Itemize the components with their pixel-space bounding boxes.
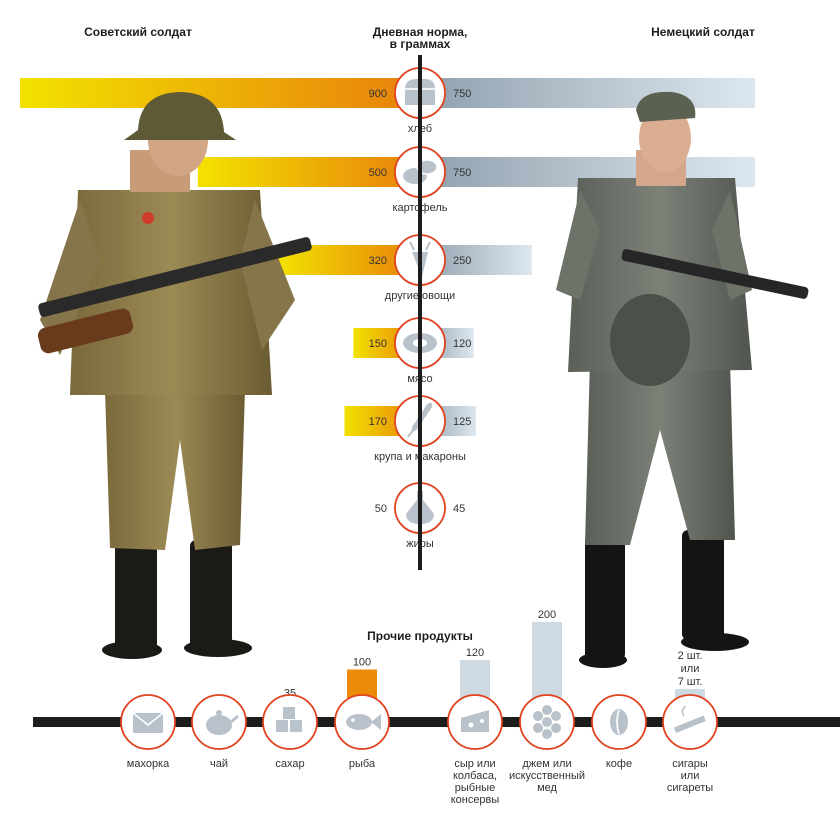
german-value-label: 45 xyxy=(453,503,465,515)
german-value-label: 250 xyxy=(453,255,471,267)
soviet-value-label: 150 xyxy=(369,338,387,350)
other-product-value: 2 шт. xyxy=(678,650,703,662)
other-products: 20махорка1чай35сахар100рыба120сыр иликол… xyxy=(120,609,718,806)
sugar-cubes-icon xyxy=(276,707,302,732)
product-label: джем или xyxy=(522,758,571,770)
product-label: махорка xyxy=(127,758,170,770)
product-label: мед xyxy=(537,782,557,794)
other-product-value: 7 шт. xyxy=(678,676,703,688)
daily-norm-heading: Дневная норма, xyxy=(373,25,468,39)
product-label: сигары xyxy=(672,758,708,770)
soviet-soldier-illustration xyxy=(37,92,312,659)
german-value-label: 750 xyxy=(453,167,471,179)
german-bar xyxy=(420,78,755,108)
product-label: или xyxy=(681,770,700,782)
soviet-value-label: 320 xyxy=(369,255,387,267)
soviet-value-label: 500 xyxy=(369,167,387,179)
product-label: сигареты xyxy=(667,782,713,794)
cheese-icon xyxy=(461,710,489,732)
cigarette-icon xyxy=(673,705,706,734)
soviet-value-label: 50 xyxy=(375,503,387,515)
german-value-label: 750 xyxy=(453,88,471,100)
coffee-bean-icon xyxy=(610,709,628,735)
product-label: искусственный xyxy=(509,770,585,782)
teapot-icon xyxy=(206,710,239,735)
other-products-timeline xyxy=(33,717,840,727)
tobacco-pouch-icon xyxy=(132,712,164,733)
soviet-bar xyxy=(20,78,420,108)
product-label: колбаса, xyxy=(453,770,497,782)
daily-norm-unit-heading: в граммах xyxy=(390,37,451,51)
product-label: рыбные xyxy=(455,782,495,794)
german-soldier-heading: Немецкий солдат xyxy=(651,25,755,39)
other-product-value: 120 xyxy=(466,647,484,659)
other-product-value: или xyxy=(681,663,700,675)
product-label: кофе xyxy=(606,758,632,770)
product-label: рыба xyxy=(349,758,376,770)
soviet-bar xyxy=(197,157,420,187)
product-label: сыр или xyxy=(454,758,495,770)
german-value-label: 125 xyxy=(453,416,471,428)
product-label: консервы xyxy=(451,794,500,806)
german-soldier-illustration xyxy=(556,91,809,668)
soviet-soldier-heading: Советский солдат xyxy=(84,25,192,39)
fish-icon xyxy=(346,714,381,730)
soviet-value-label: 900 xyxy=(369,88,387,100)
product-label: сахар xyxy=(275,758,304,770)
german-value-label: 120 xyxy=(453,338,471,350)
soviet-value-label: 170 xyxy=(369,416,387,428)
other-product-value: 200 xyxy=(538,609,556,621)
other-product-value: 100 xyxy=(353,657,371,669)
other-products-heading: Прочие продукты xyxy=(367,629,473,643)
product-label: чай xyxy=(210,758,228,770)
honeycomb-icon xyxy=(533,705,561,739)
